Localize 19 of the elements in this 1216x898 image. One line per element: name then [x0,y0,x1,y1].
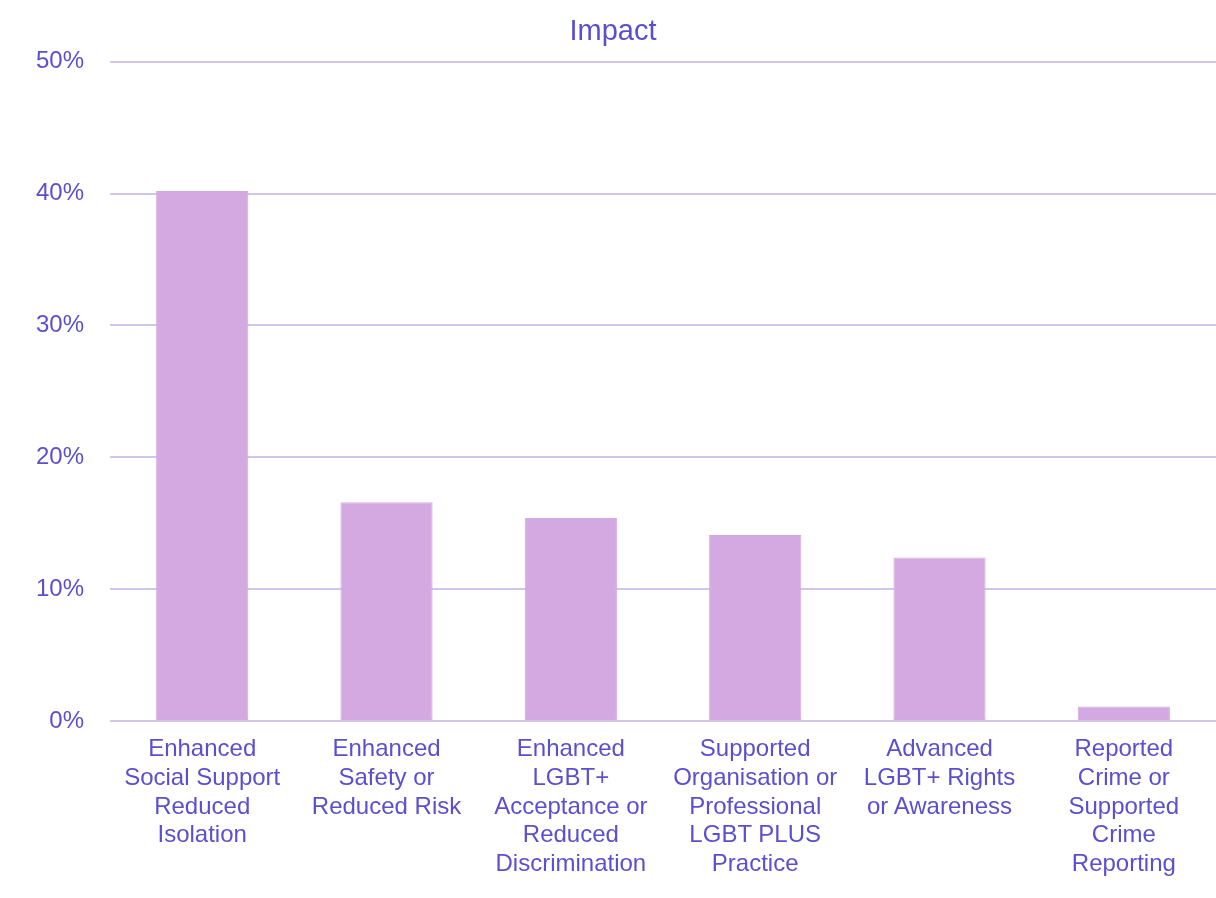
x-tick-label: Reported Crime or Supported Crime Reporting [1068,734,1180,877]
x-tick-label: Enhanced LGBT+ Acceptance or Reduced Discrimination [494,734,648,877]
bar [156,191,249,720]
bar [524,517,617,720]
bar [340,502,433,720]
x-tick-label: Advanced LGBT+ Rights or Awareness [863,734,1016,819]
x-tick-label: Enhanced Safety or Reduced Risk [311,734,463,819]
bar [893,557,986,720]
bar [709,535,802,720]
bar [1077,706,1170,720]
y-tick-label: 0% [49,705,85,733]
y-tick-label: 30% [35,310,85,338]
y-tick-label: 20% [35,441,85,469]
y-tick-label: 50% [35,46,85,74]
x-tick-label: Supported Organisation or Professional LGBT PLUS Practice [673,734,838,877]
y-tick-label: 10% [35,573,85,601]
y-tick-label: 40% [35,178,85,206]
chart-title: Impact [569,14,657,47]
x-tick-label: Enhanced Social Support Reduced Isolation [124,734,281,848]
